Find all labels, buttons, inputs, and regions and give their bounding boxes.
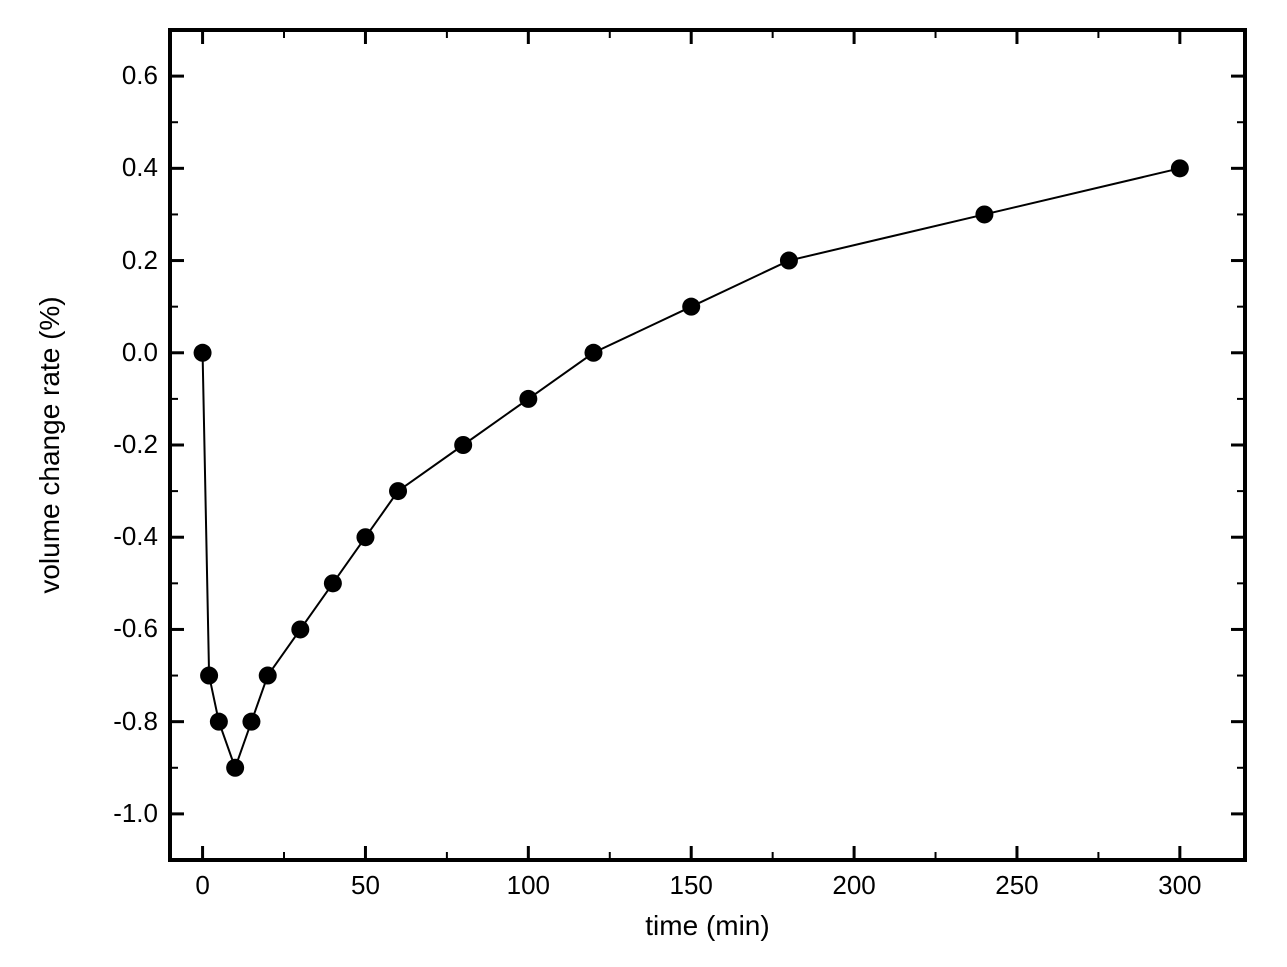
y-tick-label: 0.2 <box>88 245 158 276</box>
y-tick-label: -0.4 <box>88 521 158 552</box>
data-point <box>259 667 277 685</box>
x-tick-label: 300 <box>1150 870 1210 901</box>
data-point <box>194 344 212 362</box>
data-point <box>291 620 309 638</box>
x-axis-label: time (min) <box>170 910 1245 942</box>
chart-container: 0 50 100 150 200 250 300 -1.0 -0.8 -0.6 -0.4 -0.2 0.… <box>0 0 1287 967</box>
data-point <box>584 344 602 362</box>
data-point <box>780 252 798 270</box>
x-tick-label: 200 <box>824 870 884 901</box>
data-point <box>975 205 993 223</box>
x-tick-label: 100 <box>498 870 558 901</box>
plot-border <box>170 30 1245 860</box>
y-tick-label: -0.8 <box>88 706 158 737</box>
data-point <box>454 436 472 454</box>
chart-svg <box>0 0 1287 967</box>
data-point <box>324 574 342 592</box>
data-point <box>356 528 374 546</box>
x-tick-label: 150 <box>661 870 721 901</box>
data-point <box>242 713 260 731</box>
y-tick-label: -0.6 <box>88 613 158 644</box>
x-tick-label: 0 <box>173 870 233 901</box>
data-point <box>200 667 218 685</box>
data-point <box>1171 159 1189 177</box>
y-tick-label: 0.4 <box>88 152 158 183</box>
data-point <box>519 390 537 408</box>
y-tick-label: -1.0 <box>88 798 158 829</box>
x-tick-label: 50 <box>335 870 395 901</box>
y-axis-label: volume change rate (%) <box>34 30 66 860</box>
series-line <box>203 168 1180 767</box>
data-point <box>682 298 700 316</box>
data-point <box>226 759 244 777</box>
data-point <box>210 713 228 731</box>
y-tick-label: 0.6 <box>88 60 158 91</box>
data-point <box>389 482 407 500</box>
y-tick-label: -0.2 <box>88 429 158 460</box>
x-tick-label: 250 <box>987 870 1047 901</box>
y-tick-label: 0.0 <box>88 337 158 368</box>
